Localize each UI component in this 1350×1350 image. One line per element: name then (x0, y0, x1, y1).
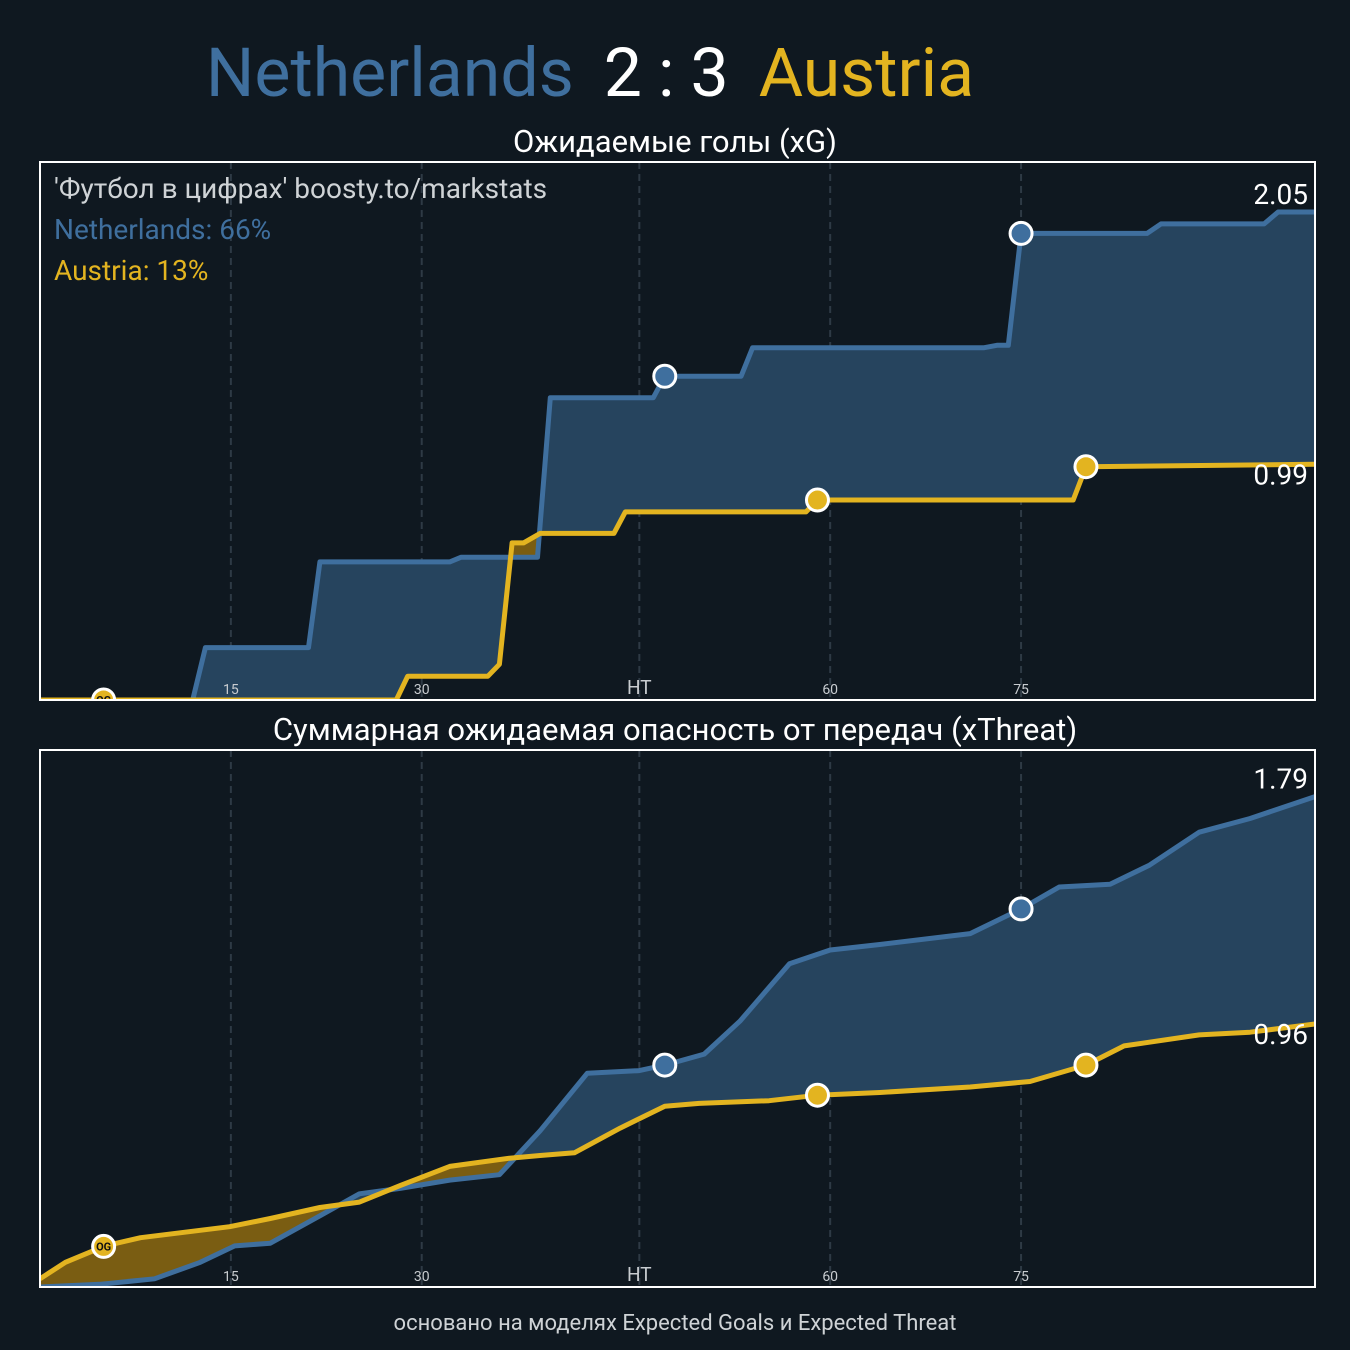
end-value-label: 2.05 (1253, 178, 1308, 211)
goal-marker (804, 1082, 830, 1108)
end-value-label: 0.99 (1253, 458, 1308, 491)
own-goal-marker (91, 687, 117, 700)
x-tick-label: 60 (822, 682, 838, 698)
goal-marker (1073, 454, 1099, 480)
goal-marker (1073, 1052, 1099, 1078)
annotation: Netherlands: 66% (54, 213, 271, 246)
goal-marker (652, 1052, 678, 1078)
footer: основано на моделях Expected Goals и Exp… (394, 1311, 957, 1336)
own-goal-marker (91, 1233, 117, 1259)
own-goal-label: OG (96, 1240, 111, 1253)
x-tick-label: HT (627, 676, 652, 699)
home-team: Netherlands (206, 33, 574, 113)
chart-title: Ожидаемые голы (xG) (513, 123, 837, 160)
goal-marker (1008, 896, 1034, 922)
series-line (40, 794, 1315, 1287)
chart-title: Суммарная ожидаемая опасность от передач… (273, 711, 1077, 748)
series-line (40, 209, 1315, 700)
goal-marker (804, 487, 830, 513)
end-value-label: 0.96 (1253, 1018, 1308, 1051)
away-score: 3 (690, 33, 728, 113)
goal-marker (652, 363, 678, 389)
annotation: Austria: 13% (54, 254, 208, 287)
x-tick-label: 75 (1013, 1269, 1029, 1285)
home-score: 2 (604, 33, 642, 113)
x-tick-label: 30 (414, 1269, 430, 1285)
panel-frame (39, 161, 1316, 701)
x-tick-label: HT (627, 1263, 652, 1286)
away-team: Austria (759, 33, 974, 113)
x-tick-label: 60 (822, 1269, 838, 1285)
match-title: Netherlands 2:3 Austria (206, 33, 974, 113)
panel-frame (39, 749, 1316, 1288)
x-tick-label: 15 (223, 1269, 239, 1285)
x-tick-label: 30 (414, 682, 430, 698)
x-tick-label: 15 (223, 682, 239, 698)
annotation: 'Футбол в цифрах' boosty.to/markstats (54, 172, 547, 205)
goal-marker (1008, 220, 1034, 246)
x-tick-label: 75 (1013, 682, 1029, 698)
own-goal-label: OG (96, 694, 111, 707)
end-value-label: 1.79 (1253, 763, 1308, 796)
score-separator: : (658, 33, 674, 113)
series-line (40, 461, 1315, 700)
